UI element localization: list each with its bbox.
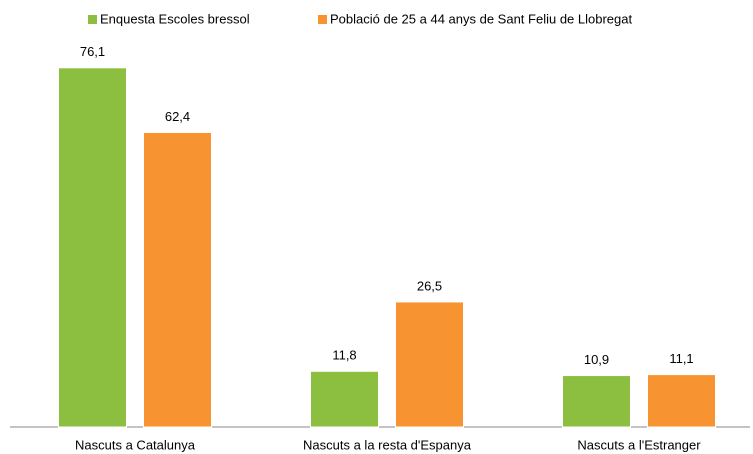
- legend-swatch: [318, 15, 327, 24]
- value-label: 11,8: [332, 348, 356, 363]
- value-label: 26,5: [417, 278, 442, 293]
- bar: [395, 301, 464, 428]
- x-tick-label: Nascuts a la resta d'Espanya: [303, 437, 472, 452]
- x-tick-label: Nascuts a l'Estranger: [577, 437, 701, 452]
- value-label: 76,1: [80, 44, 105, 59]
- bar: [58, 67, 127, 428]
- bar: [143, 131, 212, 428]
- legend-label: Enquesta Escoles bressol: [100, 11, 250, 26]
- value-label: 62,4: [165, 109, 190, 124]
- legend-swatch: [88, 15, 97, 24]
- x-tick-label: Nascuts a Catalunya: [75, 437, 196, 452]
- bar: [310, 370, 379, 428]
- bar: [647, 374, 716, 428]
- legend-label: Població de 25 a 44 anys de Sant Feliu d…: [330, 11, 632, 26]
- bar: [562, 375, 631, 428]
- value-label: 10,9: [584, 352, 609, 367]
- value-label: 11,1: [669, 351, 693, 366]
